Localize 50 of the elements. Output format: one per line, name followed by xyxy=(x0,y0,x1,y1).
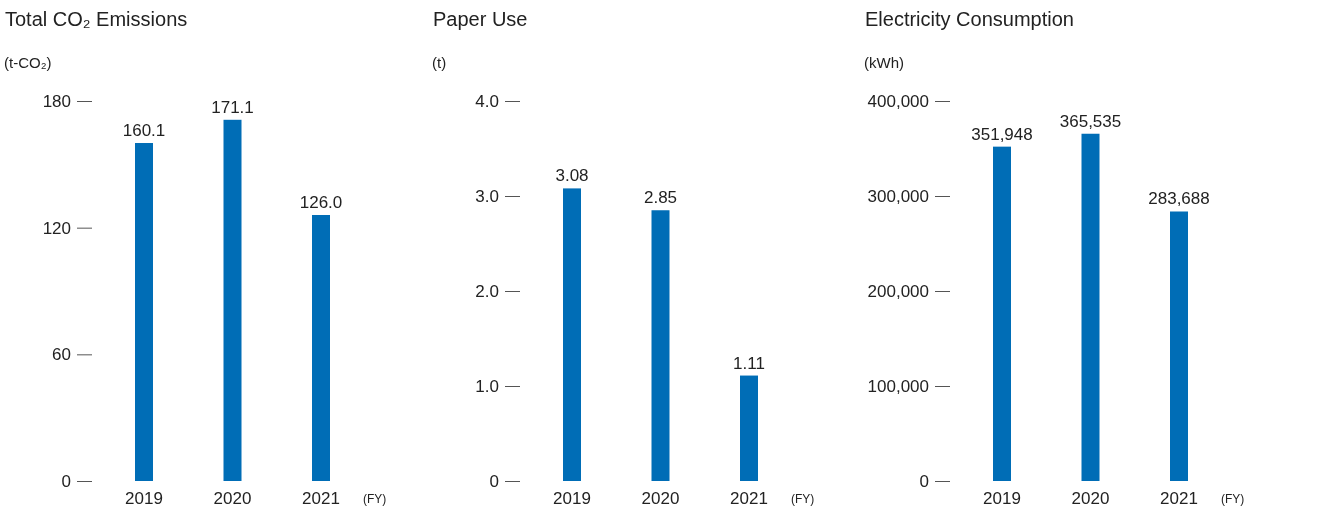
bar xyxy=(993,146,1011,481)
x-tick-label: 2020 xyxy=(641,489,680,508)
x-tick-label: 2020 xyxy=(213,489,252,508)
x-tick-label: 2019 xyxy=(553,489,591,508)
y-tick-label: 2.0 xyxy=(475,281,499,301)
y-tick-label: 300,000 xyxy=(867,186,929,206)
x-tick-label: 2019 xyxy=(983,489,1021,508)
x-tick-label: 2021 xyxy=(1160,489,1198,508)
data-label: 160.1 xyxy=(122,121,166,141)
x-tick-label: 2021 xyxy=(730,489,768,508)
data-label: 1.11 xyxy=(733,353,765,373)
y-tick-label: 120 xyxy=(42,218,71,238)
y-tick-label: 4.0 xyxy=(475,91,499,111)
bar xyxy=(563,188,581,481)
data-label: 2.85 xyxy=(643,188,678,208)
y-tick-label: 0 xyxy=(919,471,929,491)
chart-title: Paper Use xyxy=(433,8,528,30)
y-tick-label: 1.0 xyxy=(475,376,499,396)
y-axis-title: (kWh) xyxy=(864,54,904,71)
data-label: 171.1 xyxy=(211,97,254,117)
y-axis-title: (t) xyxy=(432,54,447,71)
text: (FY) xyxy=(1221,492,1245,506)
data-label: 365,535 xyxy=(1059,111,1122,131)
data-label: 283,688 xyxy=(1148,189,1210,209)
x-tick-label: 2019 xyxy=(125,489,163,508)
y-tick-label: 100,000 xyxy=(867,376,929,396)
bar xyxy=(651,210,670,481)
y-tick-label: 400,000 xyxy=(867,91,929,111)
bar xyxy=(135,143,153,481)
chart-title: Electricity Consumption xyxy=(865,8,1074,30)
bar xyxy=(223,119,242,481)
bar xyxy=(312,215,330,481)
bar xyxy=(1170,211,1188,481)
y-tick-label: 200,000 xyxy=(867,281,929,301)
bar xyxy=(1081,133,1100,481)
y-axis-title: (t-CO₂) xyxy=(4,54,52,71)
y-tick-label: 60 xyxy=(52,345,71,365)
y-tick-label: 180 xyxy=(42,91,71,111)
chart-title: Total CO₂ Emissions xyxy=(5,8,188,30)
y-tick-label: 0 xyxy=(489,471,499,491)
bar xyxy=(740,375,758,481)
data-label: 3.08 xyxy=(555,166,589,186)
x-tick-label: 2021 xyxy=(302,489,340,508)
data-label: 351,948 xyxy=(971,124,1033,144)
y-tick-label: 0 xyxy=(61,471,71,491)
text: (FY) xyxy=(363,492,387,506)
y-tick-label: 3.0 xyxy=(475,186,499,206)
text: (FY) xyxy=(791,492,815,506)
data-label: 126.0 xyxy=(299,193,343,212)
x-tick-label: 2020 xyxy=(1071,489,1110,508)
